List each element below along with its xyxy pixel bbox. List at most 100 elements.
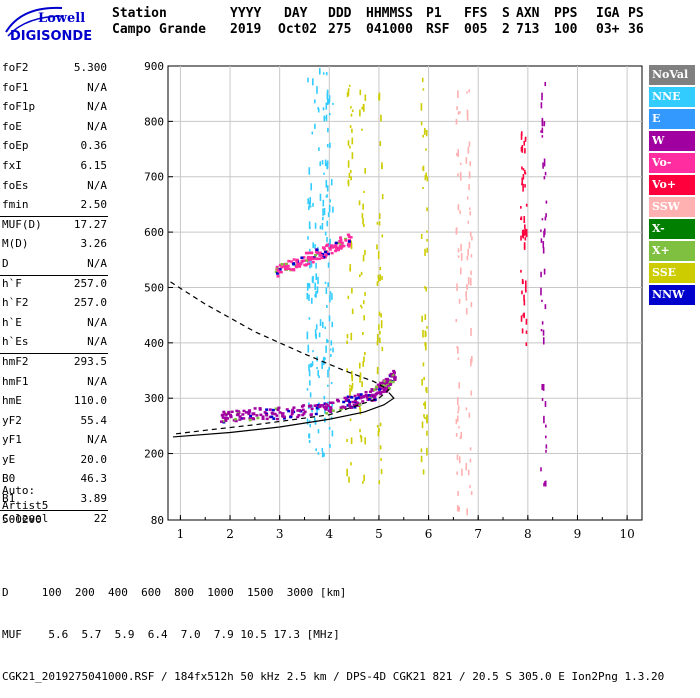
echo-mark <box>379 141 382 147</box>
echo-mark <box>524 228 527 235</box>
echo-mark <box>377 277 380 283</box>
echo-mark <box>424 314 427 320</box>
trace-mark <box>347 243 351 246</box>
trace-mark <box>278 268 282 271</box>
echo-mark <box>360 306 363 309</box>
trace-mark <box>375 385 379 389</box>
echo-mark <box>346 340 348 345</box>
param-name: yE <box>2 452 16 466</box>
echo-mark <box>364 291 366 296</box>
echo-mark <box>456 346 458 349</box>
echo-mark <box>466 255 469 261</box>
header-value-10: 03+ <box>596 22 620 37</box>
param-name: hmF2 <box>2 354 29 368</box>
trace-mark <box>300 256 304 260</box>
header-label-6: FFS <box>464 6 488 21</box>
trace-mark <box>361 400 365 403</box>
trace-mark <box>275 272 279 275</box>
echo-mark <box>424 286 426 289</box>
legend-w: W <box>649 130 695 152</box>
trace-mark <box>334 241 338 245</box>
echo-mark <box>522 168 525 171</box>
echo-mark <box>351 288 353 294</box>
echo-mark <box>306 388 309 391</box>
echo-mark <box>360 271 363 276</box>
echo-mark <box>315 262 317 269</box>
x-tick-label: 7 <box>474 527 482 541</box>
trace-mark <box>244 411 248 414</box>
echo-mark <box>349 387 351 396</box>
trace-mark <box>292 258 296 261</box>
echo-mark <box>324 159 327 167</box>
echo-mark <box>455 418 458 425</box>
trace-mark <box>272 417 276 420</box>
param-row-foe: foE N/A <box>0 117 110 137</box>
trace-mark <box>380 384 384 387</box>
trace-mark <box>309 251 313 254</box>
echo-mark <box>380 114 382 122</box>
trace-mark <box>353 399 357 402</box>
echo-mark <box>458 298 461 304</box>
footer: D 100 200 400 600 800 1000 1500 3000 [km… <box>2 558 664 698</box>
echo-mark <box>350 437 353 445</box>
trace-mark <box>373 395 377 398</box>
echo-mark <box>351 128 353 133</box>
echo-mark <box>351 375 354 382</box>
param-row-hme: hmE 110.0 <box>0 391 110 411</box>
trace-mark <box>282 417 286 420</box>
echo-mark <box>457 410 459 414</box>
echo-mark <box>457 248 460 253</box>
echo-mark <box>349 418 352 422</box>
echo-mark <box>351 386 354 389</box>
echo-mark <box>361 381 363 388</box>
header-label-9: PPS <box>554 6 578 21</box>
auto-program: Artist5 <box>2 498 49 512</box>
echo-mark <box>359 274 361 278</box>
trace-mark <box>273 412 277 416</box>
echo-mark <box>457 346 459 354</box>
echo-mark <box>317 107 319 110</box>
echo-mark <box>456 106 458 111</box>
echo-mark <box>521 166 523 170</box>
echo-mark <box>381 346 384 352</box>
echo-mark <box>328 367 331 371</box>
param-name: foF1p <box>2 100 36 114</box>
echo-mark <box>469 161 472 167</box>
echo-mark <box>426 415 428 424</box>
echo-mark <box>525 342 528 347</box>
echo-mark <box>350 332 353 341</box>
echo-mark <box>456 152 458 157</box>
echo-mark <box>425 129 428 137</box>
param-row-clevel: C-level 22 <box>0 509 110 529</box>
echo-mark <box>455 228 458 235</box>
echo-mark <box>457 149 460 157</box>
echo-mark <box>362 103 365 112</box>
echo-mark <box>308 205 310 210</box>
trace-mark <box>344 399 348 402</box>
trace-mark <box>393 378 397 381</box>
param-name: B1 <box>2 492 16 506</box>
trace-mark <box>306 255 310 259</box>
echo-mark <box>541 321 544 325</box>
trace-mark <box>335 246 339 250</box>
param-value: 55.4 <box>80 413 108 427</box>
header-label-7: S <box>502 6 510 21</box>
echo-mark <box>468 184 470 191</box>
echo-mark <box>521 290 523 295</box>
echo-mark <box>350 242 353 250</box>
header-value-7: 2 <box>502 22 510 37</box>
param-value: 20.0 <box>80 452 108 466</box>
trace-mark <box>389 382 393 386</box>
echo-mark <box>521 328 524 334</box>
echo-mark <box>540 130 542 133</box>
trace-mark <box>352 403 356 407</box>
echo-mark <box>378 480 381 485</box>
echo-mark <box>468 89 471 93</box>
echo-mark <box>308 167 311 175</box>
trace-mark <box>300 259 304 263</box>
trace-mark <box>307 251 311 255</box>
trace-mark <box>304 259 308 262</box>
echo-mark <box>459 210 461 214</box>
legend-vo: Vo+ <box>649 174 695 196</box>
trace-mark <box>311 260 315 264</box>
